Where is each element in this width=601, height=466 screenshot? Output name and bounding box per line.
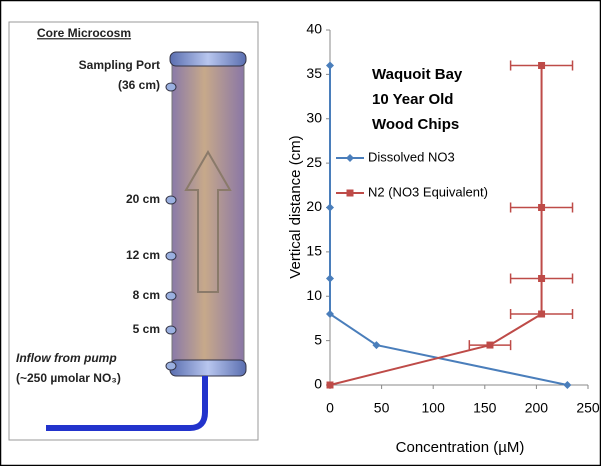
x-tick-label: 250 [576,400,600,416]
y-tick-label: 25 [306,154,322,170]
inflow-note: (~250 µmolar NO₃) [16,371,121,385]
legend-label: Dissolved NO3 [368,149,455,164]
series-line [329,65,543,386]
chart-title: 10 Year Old [372,91,453,108]
inflow-label: Inflow from pump [16,351,117,365]
y-tick-label: 20 [306,198,322,214]
port-label: 12 cm [126,248,160,262]
legend-label: N2 (NO3 Equivalent) [368,184,488,199]
legend-marker [346,154,354,162]
chart-title: Waquoit Bay [372,66,463,83]
port-label: 20 cm [126,192,160,206]
data-point [538,204,546,211]
port-label: 5 cm [133,322,160,336]
x-tick-label: 0 [326,400,334,416]
chart: Vertical distance (cm) Concentration (µM… [287,135,524,456]
x-tick-label: 100 [422,400,446,416]
data-point [372,341,381,350]
y-tick-label: 10 [306,287,322,303]
flow-arrow [184,150,232,293]
data-point [326,274,334,283]
port [165,325,177,335]
x-tick-label: 50 [374,400,390,416]
y-tick-label: 15 [306,243,322,259]
diagram-title: Core Microcosm [37,26,131,40]
data-point [486,341,494,349]
data-point [326,310,334,318]
diagram-frame [8,21,259,441]
y-tick-label: 5 [314,331,322,347]
x-tick-label: 200 [525,400,549,416]
y-tick-label: 40 [306,21,322,37]
port-label: (36 cm) [118,78,160,92]
data-point [538,310,546,318]
port [165,195,177,205]
port [165,361,177,371]
port [165,82,177,92]
x-axis-label: Concentration (µM) [396,439,525,456]
core-column [171,61,245,368]
y-axis-label: Vertical distance (cm) [287,135,304,278]
bottom-cap [169,359,247,377]
chart-title: Wood Chips [372,116,459,133]
data-point [538,62,546,69]
data-point [326,203,334,212]
data-point [326,61,334,70]
port [165,291,177,301]
y-tick-label: 35 [306,65,322,81]
x-tick-label: 150 [473,400,497,416]
y-tick-label: 30 [306,109,322,125]
data-point [538,275,546,282]
port [165,251,177,261]
data-point [563,381,572,389]
top-cap [169,51,247,67]
y-tick-label: 0 [314,376,322,392]
port-label: Sampling Port [79,58,160,72]
series-line [329,65,568,386]
inflow-tube [46,376,208,431]
port-label: 8 cm [133,288,160,302]
data-point [326,381,334,389]
legend-marker [346,189,354,197]
